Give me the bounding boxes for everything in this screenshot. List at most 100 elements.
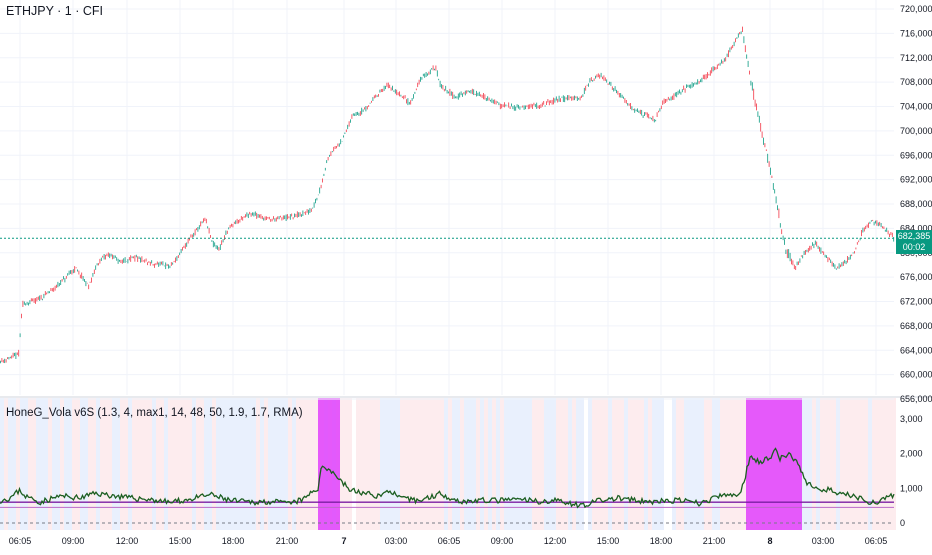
last-price-value: 682,385 [897, 231, 931, 241]
chart-title[interactable]: ETHJPY · 1 · CFI [6, 4, 104, 18]
price-tick-label: 692,000 [900, 175, 932, 185]
bg-band [864, 398, 868, 530]
bg-band [680, 398, 684, 530]
price-tick-label: 672,000 [900, 297, 932, 307]
bg-band [360, 398, 364, 530]
price-tick-label: 656,000 [900, 394, 932, 404]
bg-band [532, 398, 536, 530]
bg-band [584, 398, 588, 530]
bg-band [220, 398, 224, 530]
bg-band [620, 398, 624, 530]
bg-band [260, 398, 264, 530]
bg-band [440, 398, 444, 530]
bg-band [512, 398, 516, 530]
bg-band [356, 398, 360, 530]
bg-band [160, 398, 164, 530]
price-tick-label: 720,000 [900, 4, 932, 14]
bg-band [148, 398, 152, 530]
price-tick-label: 704,000 [900, 102, 932, 112]
bg-band [836, 398, 840, 530]
bg-band [884, 398, 888, 530]
bg-band [140, 398, 144, 530]
bg-band [280, 398, 284, 530]
bg-band [4, 398, 8, 530]
bg-band [420, 398, 424, 530]
price-tick-label: 688,000 [900, 199, 932, 209]
bg-band [624, 398, 628, 530]
bg-band [816, 398, 820, 530]
bg-band [404, 398, 408, 530]
bg-band [388, 398, 392, 530]
bg-band [84, 398, 88, 530]
bg-band [64, 398, 68, 530]
bg-band [264, 398, 268, 530]
bg-band [636, 398, 640, 530]
time-tick-label: 09:00 [62, 536, 85, 546]
time-tick-label: 09:00 [491, 536, 514, 546]
bg-band [68, 398, 72, 530]
bg-band [412, 398, 416, 530]
bg-band [616, 398, 620, 530]
bg-band [344, 398, 348, 530]
bg-band [452, 398, 456, 530]
indicator-title[interactable]: HoneG_Vola v6S (1.3, 4, max1, 14, 48, 50… [6, 407, 303, 419]
bg-band [92, 398, 96, 530]
indicator-background [0, 398, 896, 530]
bg-band [180, 398, 184, 530]
bg-band [240, 398, 244, 530]
bg-band [720, 398, 724, 530]
bg-band [692, 398, 696, 530]
bg-band [104, 398, 108, 530]
bg-band [600, 398, 604, 530]
bg-band [16, 398, 20, 530]
bg-band [876, 398, 880, 530]
bg-band [820, 398, 824, 530]
bg-band [716, 398, 720, 530]
bg-band [892, 398, 896, 530]
price-tick-label: 696,000 [900, 150, 932, 160]
bg-band [708, 398, 712, 530]
time-axis: 06:05 09:00 12:00 15:00 18:00 21:00 7 03:00 06:0… [9, 536, 888, 546]
bg-band [824, 398, 828, 530]
bg-band [564, 398, 568, 530]
bg-band [536, 398, 540, 530]
bg-band [364, 398, 368, 530]
bg-band [96, 398, 100, 530]
bg-band [712, 398, 716, 530]
bg-band [268, 398, 272, 530]
bg-band [572, 398, 576, 530]
bg-band [632, 398, 636, 530]
bg-band [528, 398, 532, 530]
bg-band [176, 398, 180, 530]
bg-band [868, 398, 872, 530]
bg-band [288, 398, 292, 530]
time-tick-label: 06:05 [9, 536, 32, 546]
bg-band [684, 398, 688, 530]
bg-band [24, 398, 28, 530]
bg-band [128, 398, 132, 530]
bg-band [664, 398, 668, 530]
bg-band [232, 398, 236, 530]
bg-band [276, 398, 280, 530]
bg-band [116, 398, 120, 530]
bg-band [604, 398, 608, 530]
bg-band [32, 398, 36, 530]
bg-band [480, 398, 484, 530]
bg-band [244, 398, 248, 530]
bg-band [556, 398, 560, 530]
time-tick-label: 12:00 [116, 536, 139, 546]
bg-band [80, 398, 84, 530]
bg-band [472, 398, 476, 530]
bg-band [56, 398, 60, 530]
bg-band [432, 398, 436, 530]
bg-band [732, 398, 736, 530]
price-tick-label: 664,000 [900, 345, 932, 355]
price-tick-label: 712,000 [900, 53, 932, 63]
bg-band [72, 398, 76, 530]
bg-band [200, 398, 204, 530]
bg-band [672, 398, 676, 530]
price-axis: 720,000 716,000 712,000 708,000 704,000 700,0… [900, 4, 932, 404]
bg-band [0, 398, 4, 530]
bg-band [544, 398, 548, 530]
